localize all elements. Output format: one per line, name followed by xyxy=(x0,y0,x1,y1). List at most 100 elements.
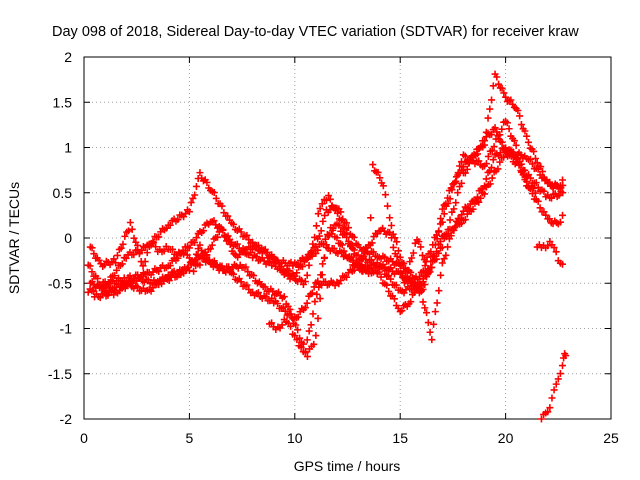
data-point xyxy=(559,189,567,197)
data-point xyxy=(319,260,327,268)
data-point xyxy=(312,332,320,340)
data-point xyxy=(122,254,130,262)
data-point xyxy=(514,155,522,163)
data-point xyxy=(482,160,490,168)
data-point xyxy=(400,279,408,287)
data-point xyxy=(182,210,190,218)
data-point xyxy=(423,309,431,317)
x-tick-label: 15 xyxy=(392,430,408,446)
data-point xyxy=(548,194,556,202)
data-point xyxy=(215,228,223,236)
data-point xyxy=(377,273,385,281)
data-point xyxy=(184,263,192,271)
data-point xyxy=(139,262,147,270)
data-point xyxy=(498,138,506,146)
data-point xyxy=(169,245,177,253)
data-point xyxy=(192,234,200,242)
data-point xyxy=(417,287,425,295)
data-point xyxy=(269,287,277,295)
data-point xyxy=(484,114,492,122)
data-point xyxy=(550,386,558,394)
data-point xyxy=(559,362,567,370)
data-point xyxy=(262,293,270,301)
data-point xyxy=(421,281,429,289)
data-point xyxy=(293,336,301,344)
data-point xyxy=(542,211,550,219)
data-point xyxy=(393,238,401,246)
data-point xyxy=(407,298,415,306)
data-point xyxy=(291,332,299,340)
data-point xyxy=(459,163,467,171)
data-point xyxy=(421,304,429,312)
data-point xyxy=(387,222,395,230)
data-point xyxy=(376,174,384,182)
data-point xyxy=(130,234,138,242)
data-point xyxy=(397,269,405,277)
data-point xyxy=(422,258,430,266)
data-point xyxy=(196,261,204,269)
data-point xyxy=(430,320,438,328)
data-point xyxy=(435,249,443,257)
data-point xyxy=(237,228,245,236)
data-point xyxy=(488,147,496,155)
data-point xyxy=(313,290,321,298)
data-point xyxy=(318,200,326,208)
data-point xyxy=(408,254,416,262)
x-tick-label: 5 xyxy=(186,430,194,446)
y-tick-label: 2 xyxy=(64,49,72,65)
data-point xyxy=(325,232,333,240)
data-point xyxy=(274,299,282,307)
data-point xyxy=(343,229,351,237)
data-point xyxy=(383,281,391,289)
data-point xyxy=(229,220,237,228)
data-point xyxy=(314,246,322,254)
data-point xyxy=(431,241,439,249)
data-point xyxy=(278,321,286,329)
data-point xyxy=(219,226,227,234)
data-point xyxy=(236,251,244,259)
data-point xyxy=(185,244,193,252)
data-point xyxy=(393,252,401,260)
data-point xyxy=(437,215,445,223)
data-point xyxy=(229,270,237,278)
data-point xyxy=(533,159,541,167)
data-point xyxy=(221,233,229,241)
data-point xyxy=(481,182,489,190)
y-tick-label: 1 xyxy=(64,140,72,156)
data-point xyxy=(202,252,210,260)
data-point xyxy=(446,216,454,224)
data-point xyxy=(392,281,400,289)
data-point xyxy=(488,174,496,182)
data-point xyxy=(546,215,554,223)
data-point xyxy=(191,239,199,247)
data-point xyxy=(177,271,185,279)
data-point xyxy=(540,187,548,195)
data-point xyxy=(337,208,345,216)
data-point xyxy=(105,279,113,287)
data-point xyxy=(187,199,195,207)
series-track-f xyxy=(86,192,432,288)
data-point xyxy=(179,247,187,255)
data-point xyxy=(395,260,403,268)
data-point xyxy=(298,263,306,271)
data-point xyxy=(444,194,452,202)
data-point xyxy=(532,179,540,187)
data-point xyxy=(322,196,330,204)
data-point xyxy=(442,230,450,238)
data-point xyxy=(281,307,289,315)
y-tick-label: 0 xyxy=(64,230,72,246)
data-point xyxy=(404,266,412,274)
data-point xyxy=(203,178,211,186)
data-point xyxy=(419,267,427,275)
data-point xyxy=(451,179,459,187)
data-point xyxy=(287,310,295,318)
data-point xyxy=(550,244,558,252)
data-point xyxy=(406,277,414,285)
data-point xyxy=(465,205,473,213)
data-point xyxy=(137,273,145,281)
data-point xyxy=(252,243,260,251)
chart-title: Day 098 of 2018, Sidereal Day-to-day VTE… xyxy=(52,24,579,40)
data-point xyxy=(367,214,375,222)
data-point xyxy=(438,205,446,213)
data-point xyxy=(552,248,560,256)
